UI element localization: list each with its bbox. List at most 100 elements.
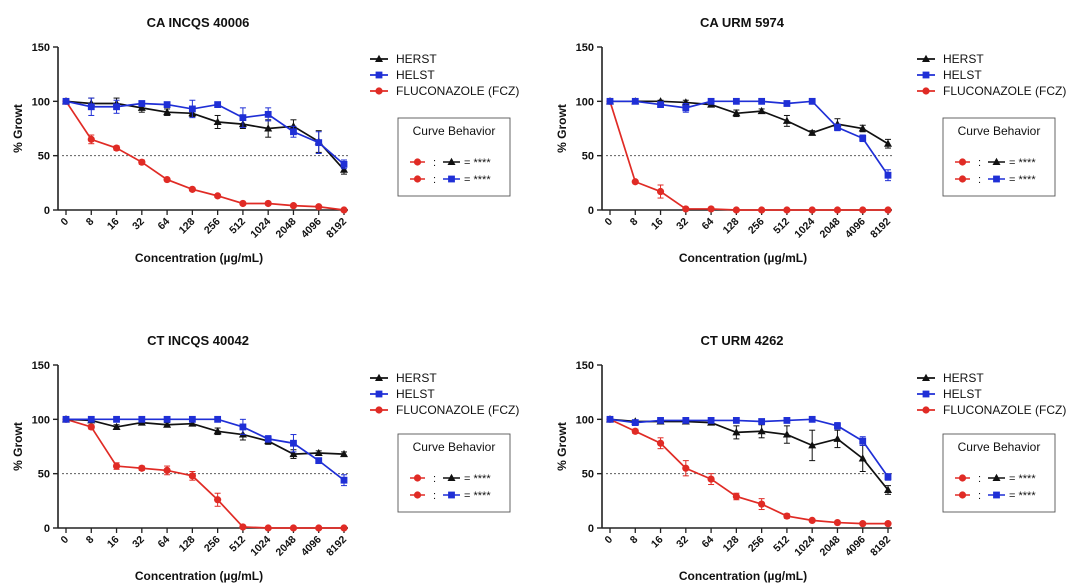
data-point [340, 206, 348, 214]
series-line [610, 100, 889, 145]
y-tick-label: 100 [32, 414, 50, 426]
box-separator: : [978, 473, 981, 485]
x-axis-label: Concentration (µg/mL) [679, 569, 807, 583]
data-point [340, 476, 348, 484]
x-tick-label: 8192 [324, 216, 349, 241]
data-point [213, 427, 222, 435]
data-point [859, 134, 867, 142]
series-herst [606, 97, 892, 149]
data-point [732, 206, 740, 214]
y-tick-label: 150 [576, 360, 594, 372]
legend-label: HELST [943, 68, 982, 82]
box-result: = **** [464, 157, 491, 169]
data-point [163, 108, 172, 116]
box-right-marker [447, 473, 456, 481]
box-frame [942, 117, 1056, 197]
box-left-marker [413, 491, 422, 499]
x-tick-label: 32 [674, 534, 691, 551]
series-line [65, 418, 344, 529]
data-point [884, 520, 892, 528]
box-title: Curve Behavior [413, 124, 496, 138]
x-tick-label: 16 [649, 534, 666, 551]
box-left-marker [958, 474, 967, 482]
data-point [783, 100, 791, 107]
legend-marker [922, 71, 930, 79]
box-right-marker [447, 157, 456, 165]
data-point [87, 103, 95, 111]
curve-behavior-box: Curve Behavior: = ****: = **** [942, 117, 1056, 197]
x-tick-label: 2048 [274, 534, 299, 559]
x-tick-label: 8 [628, 534, 641, 547]
data-point [214, 192, 222, 200]
legend-marker [922, 87, 930, 95]
legend-marker [375, 406, 383, 414]
box-result: = **** [464, 490, 491, 502]
data-point [264, 199, 272, 208]
chart-title: CA URM 5974 [700, 15, 785, 30]
x-tick-label: 1024 [792, 534, 817, 559]
y-axis-label: % Growt [11, 422, 25, 471]
x-tick-label: 256 [746, 216, 767, 237]
series-line [609, 418, 889, 491]
box-title: Curve Behavior [958, 124, 1041, 138]
x-axis-label: Concentration (µg/mL) [135, 251, 263, 265]
box-left-marker [413, 158, 422, 166]
y-tick-label: 50 [38, 469, 50, 481]
x-tick-label: 128 [177, 216, 198, 237]
x-tick-label: 128 [721, 216, 742, 237]
y-axis-label: % Growt [555, 422, 569, 471]
y-tick-label: 50 [582, 151, 594, 163]
x-tick-label: 16 [105, 534, 122, 551]
data-point [834, 422, 841, 430]
data-point [289, 122, 298, 130]
data-point [757, 427, 766, 435]
data-point [214, 101, 222, 108]
legend-label: FLUCONAZOLE (FCZ) [396, 403, 519, 417]
data-point [112, 462, 121, 470]
series-line [609, 418, 888, 525]
data-point [757, 106, 766, 115]
box-left-marker [958, 175, 967, 183]
data-point [732, 492, 740, 501]
x-tick-label: 128 [177, 534, 198, 555]
series-helst [606, 415, 892, 481]
data-point [884, 206, 892, 214]
data-point [707, 205, 715, 213]
box-result: = **** [1009, 490, 1036, 502]
data-point [113, 415, 120, 423]
data-point [859, 520, 867, 528]
box-result: = **** [464, 174, 491, 186]
box-title: Curve Behavior [958, 440, 1041, 454]
y-tick-label: 100 [576, 96, 594, 108]
data-point [707, 475, 715, 483]
series-line [66, 418, 345, 481]
data-point [833, 434, 842, 442]
x-tick-label: 256 [202, 534, 223, 555]
data-point [682, 104, 690, 112]
chart-title: CT URM 4262 [700, 333, 783, 348]
series-line [610, 100, 889, 176]
legend: HERST HELST FLUCONAZOLE (FCZ) [917, 371, 1066, 417]
data-point [188, 415, 196, 423]
series-line [65, 100, 345, 171]
legend-marker [375, 373, 383, 381]
data-point [631, 97, 639, 105]
chart-title: CA INCQS 40006 [147, 15, 250, 30]
series-helst [606, 97, 892, 182]
data-point [264, 524, 272, 532]
data-point [707, 97, 715, 105]
box-result: = **** [1009, 473, 1036, 485]
data-point [112, 144, 121, 152]
data-point [340, 449, 348, 458]
x-tick-label: 8192 [324, 534, 349, 559]
box-separator: : [433, 473, 436, 485]
y-tick-label: 0 [44, 523, 50, 535]
data-point [884, 139, 892, 147]
data-point [758, 206, 766, 214]
data-point [62, 415, 70, 423]
series-helst [62, 415, 348, 487]
y-axis-label: % Growt [11, 104, 25, 153]
x-tick-label: 0 [603, 534, 616, 547]
data-point [834, 124, 841, 131]
